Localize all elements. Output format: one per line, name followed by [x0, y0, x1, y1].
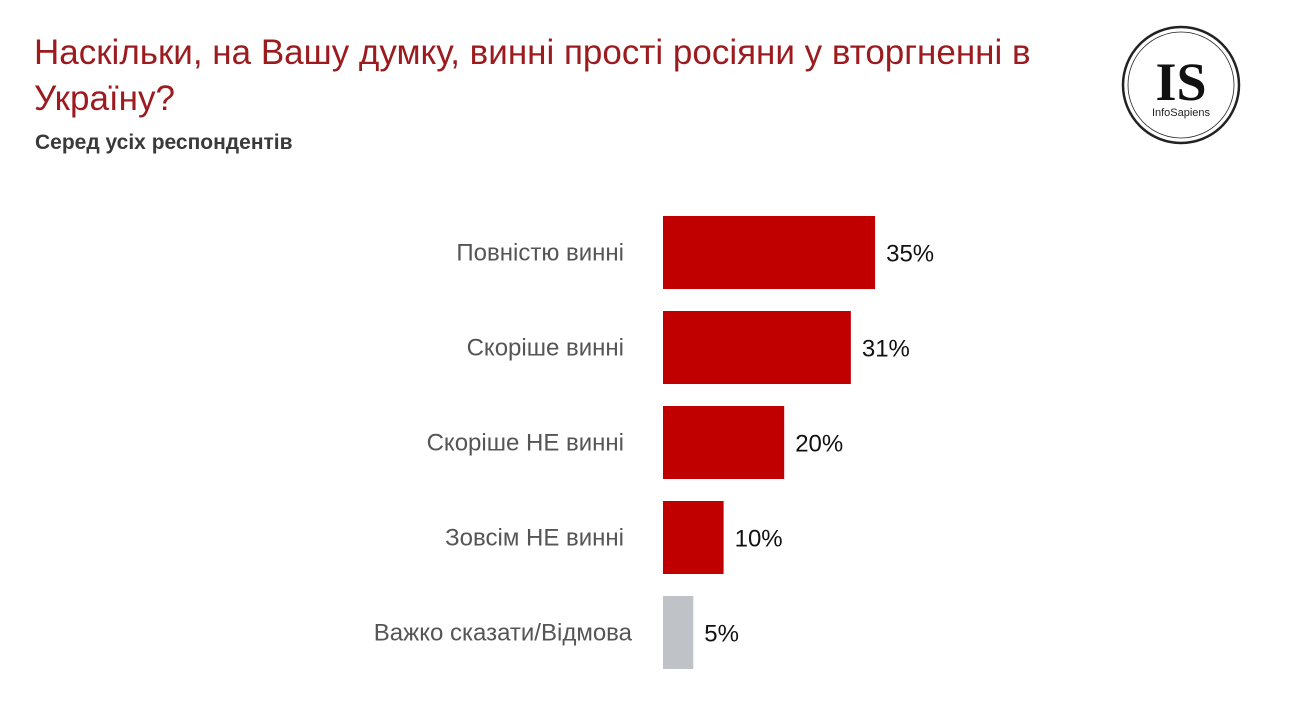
- value-label: 31%: [862, 336, 910, 363]
- bar: [663, 406, 785, 479]
- bar: [663, 311, 851, 384]
- value-label: 5%: [704, 621, 739, 648]
- value-label: 20%: [795, 431, 843, 458]
- category-label: Повністю винні: [456, 240, 624, 267]
- chart-subtitle: Серед усіх респондентів: [35, 131, 293, 154]
- bar: [663, 501, 724, 574]
- value-label: 35%: [886, 241, 934, 268]
- category-label: Важко сказати/Відмова: [374, 620, 633, 647]
- infosapiens-logo: IS InfoSapiens: [1118, 22, 1244, 148]
- bar: [663, 216, 876, 289]
- logo-initials: IS: [1155, 52, 1206, 112]
- category-label: Скоріше винні: [467, 335, 624, 362]
- bar: [663, 596, 694, 669]
- category-label: Зовсім НЕ винні: [445, 525, 624, 552]
- chart-title: Наскільки, на Вашу думку, винні прості р…: [34, 33, 1031, 118]
- category-label: Скоріше НЕ винні: [427, 430, 624, 457]
- logo-name: InfoSapiens: [1152, 107, 1211, 119]
- bar-chart: Повністю винні 35% Скоріше винні 31% Скоріше…: [374, 216, 934, 669]
- value-label: 10%: [735, 526, 783, 553]
